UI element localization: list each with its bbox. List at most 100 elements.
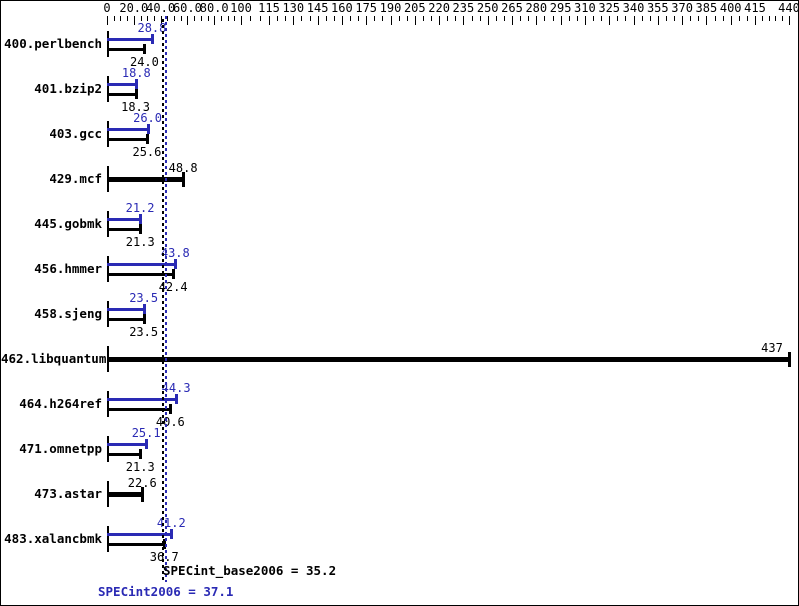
- axis-minor-tick: [617, 16, 618, 21]
- axis-minor-tick: [698, 16, 699, 21]
- bar-end-tick: [139, 214, 143, 224]
- peak-value-label: 18.8: [121, 66, 151, 80]
- axis-major-tick: [682, 16, 683, 25]
- axis-major-tick: [561, 16, 562, 25]
- axis-minor-tick: [301, 16, 302, 21]
- benchmark-name: 462.libquantum: [1, 351, 107, 366]
- single-bar: [107, 177, 184, 182]
- bar-end-tick: [182, 172, 186, 187]
- axis-minor-tick: [147, 16, 148, 21]
- axis-minor-tick: [310, 16, 311, 21]
- benchmark-name: 483.xalancbmk: [4, 531, 102, 546]
- axis-minor-tick: [228, 16, 229, 21]
- axis-tick-label: 130: [282, 1, 305, 15]
- axis-minor-tick: [569, 16, 570, 21]
- base-bar: [107, 318, 144, 321]
- axis-major-tick: [391, 16, 392, 25]
- axis-tick-label: 355: [646, 1, 669, 15]
- axis-minor-tick: [358, 16, 359, 21]
- axis-minor-tick: [625, 16, 626, 21]
- axis-minor-tick: [167, 16, 168, 21]
- peak-bar: [107, 443, 147, 446]
- axis-minor-tick: [447, 16, 448, 21]
- axis-minor-tick: [260, 16, 261, 21]
- axis-major-tick: [658, 16, 659, 25]
- axis-tick-label: 40.0: [146, 1, 176, 15]
- bar-baseline: [107, 436, 109, 462]
- bar-baseline: [107, 76, 109, 102]
- bar-end-tick: [139, 224, 143, 234]
- bar-baseline: [107, 31, 109, 57]
- benchmark-name: 401.bzip2: [34, 81, 102, 96]
- axis-minor-tick: [455, 16, 456, 21]
- base-value-label: 21.3: [125, 460, 155, 474]
- axis-minor-tick: [553, 16, 554, 21]
- axis-minor-tick: [194, 16, 195, 21]
- axis-minor-tick: [154, 16, 155, 21]
- peak-bar: [107, 83, 137, 86]
- axis-tick-label: 205: [403, 1, 426, 15]
- summary-base-text: SPECint_base2006 = 35.2: [163, 563, 337, 578]
- axis-tick-label: 20.0: [119, 1, 149, 15]
- peak-bar: [107, 308, 144, 311]
- axis-major-tick: [318, 16, 319, 25]
- axis-minor-tick: [528, 16, 529, 21]
- axis-tick-label: 415: [744, 1, 766, 15]
- bar-end-tick: [787, 352, 791, 367]
- axis-tick-label: 440: [778, 1, 799, 15]
- axis-minor-tick: [715, 16, 716, 21]
- base-bar: [107, 93, 136, 96]
- axis-minor-tick: [181, 16, 182, 21]
- axis-major-tick: [755, 16, 756, 25]
- axis-tick-label: 100: [230, 1, 252, 15]
- axis-minor-tick: [666, 16, 667, 21]
- base_mean-line: [162, 16, 164, 582]
- bar-baseline: [107, 391, 109, 417]
- base-bar: [107, 48, 145, 51]
- bar-baseline: [107, 526, 109, 552]
- axis-major-tick: [293, 16, 294, 25]
- benchmark-name: 473.astar: [34, 486, 102, 501]
- bar-end-tick: [150, 34, 154, 44]
- axis-minor-tick: [472, 16, 473, 21]
- axis-tick-label: 385: [695, 1, 718, 15]
- axis-minor-tick: [277, 16, 278, 21]
- single-bar: [107, 357, 789, 362]
- axis-minor-tick: [739, 16, 740, 21]
- axis-tick-label: 115: [258, 1, 280, 15]
- base-value-label: 24.0: [129, 55, 159, 69]
- axis-major-tick: [585, 16, 586, 25]
- bar-end-tick: [170, 529, 174, 539]
- axis-tick-label: 370: [671, 1, 693, 15]
- peak-bar: [107, 263, 176, 266]
- bar-end-tick: [141, 487, 145, 502]
- peak-value-label: 28.8: [137, 21, 167, 35]
- axis-minor-tick: [285, 16, 286, 21]
- axis-minor-tick: [762, 16, 763, 21]
- axis-minor-tick: [221, 16, 222, 21]
- single-value-label: 22.6: [127, 476, 157, 490]
- axis-minor-tick: [208, 16, 209, 21]
- bar-end-tick: [145, 439, 149, 449]
- axis-major-tick: [107, 16, 108, 25]
- bar-end-tick: [142, 314, 146, 324]
- axis-minor-tick: [399, 16, 400, 21]
- bar-baseline: [107, 256, 109, 282]
- axis-tick-label: 295: [549, 1, 572, 15]
- axis-major-tick: [706, 16, 707, 25]
- axis-tick-label: 235: [452, 1, 475, 15]
- axis-major-tick: [241, 16, 242, 25]
- axis-tick-label: 220: [428, 1, 450, 15]
- axis-minor-tick: [431, 16, 432, 21]
- axis-minor-tick: [174, 16, 175, 21]
- bar-end-tick: [172, 269, 176, 279]
- axis-major-tick: [269, 16, 270, 25]
- axis-minor-tick: [577, 16, 578, 21]
- axis-major-tick: [512, 16, 513, 25]
- axis-major-tick: [488, 16, 489, 25]
- axis-minor-tick: [782, 16, 783, 21]
- bar-end-tick: [146, 124, 150, 134]
- axis-major-tick: [187, 16, 188, 25]
- axis-major-tick: [634, 16, 635, 25]
- axis-minor-tick: [114, 16, 115, 21]
